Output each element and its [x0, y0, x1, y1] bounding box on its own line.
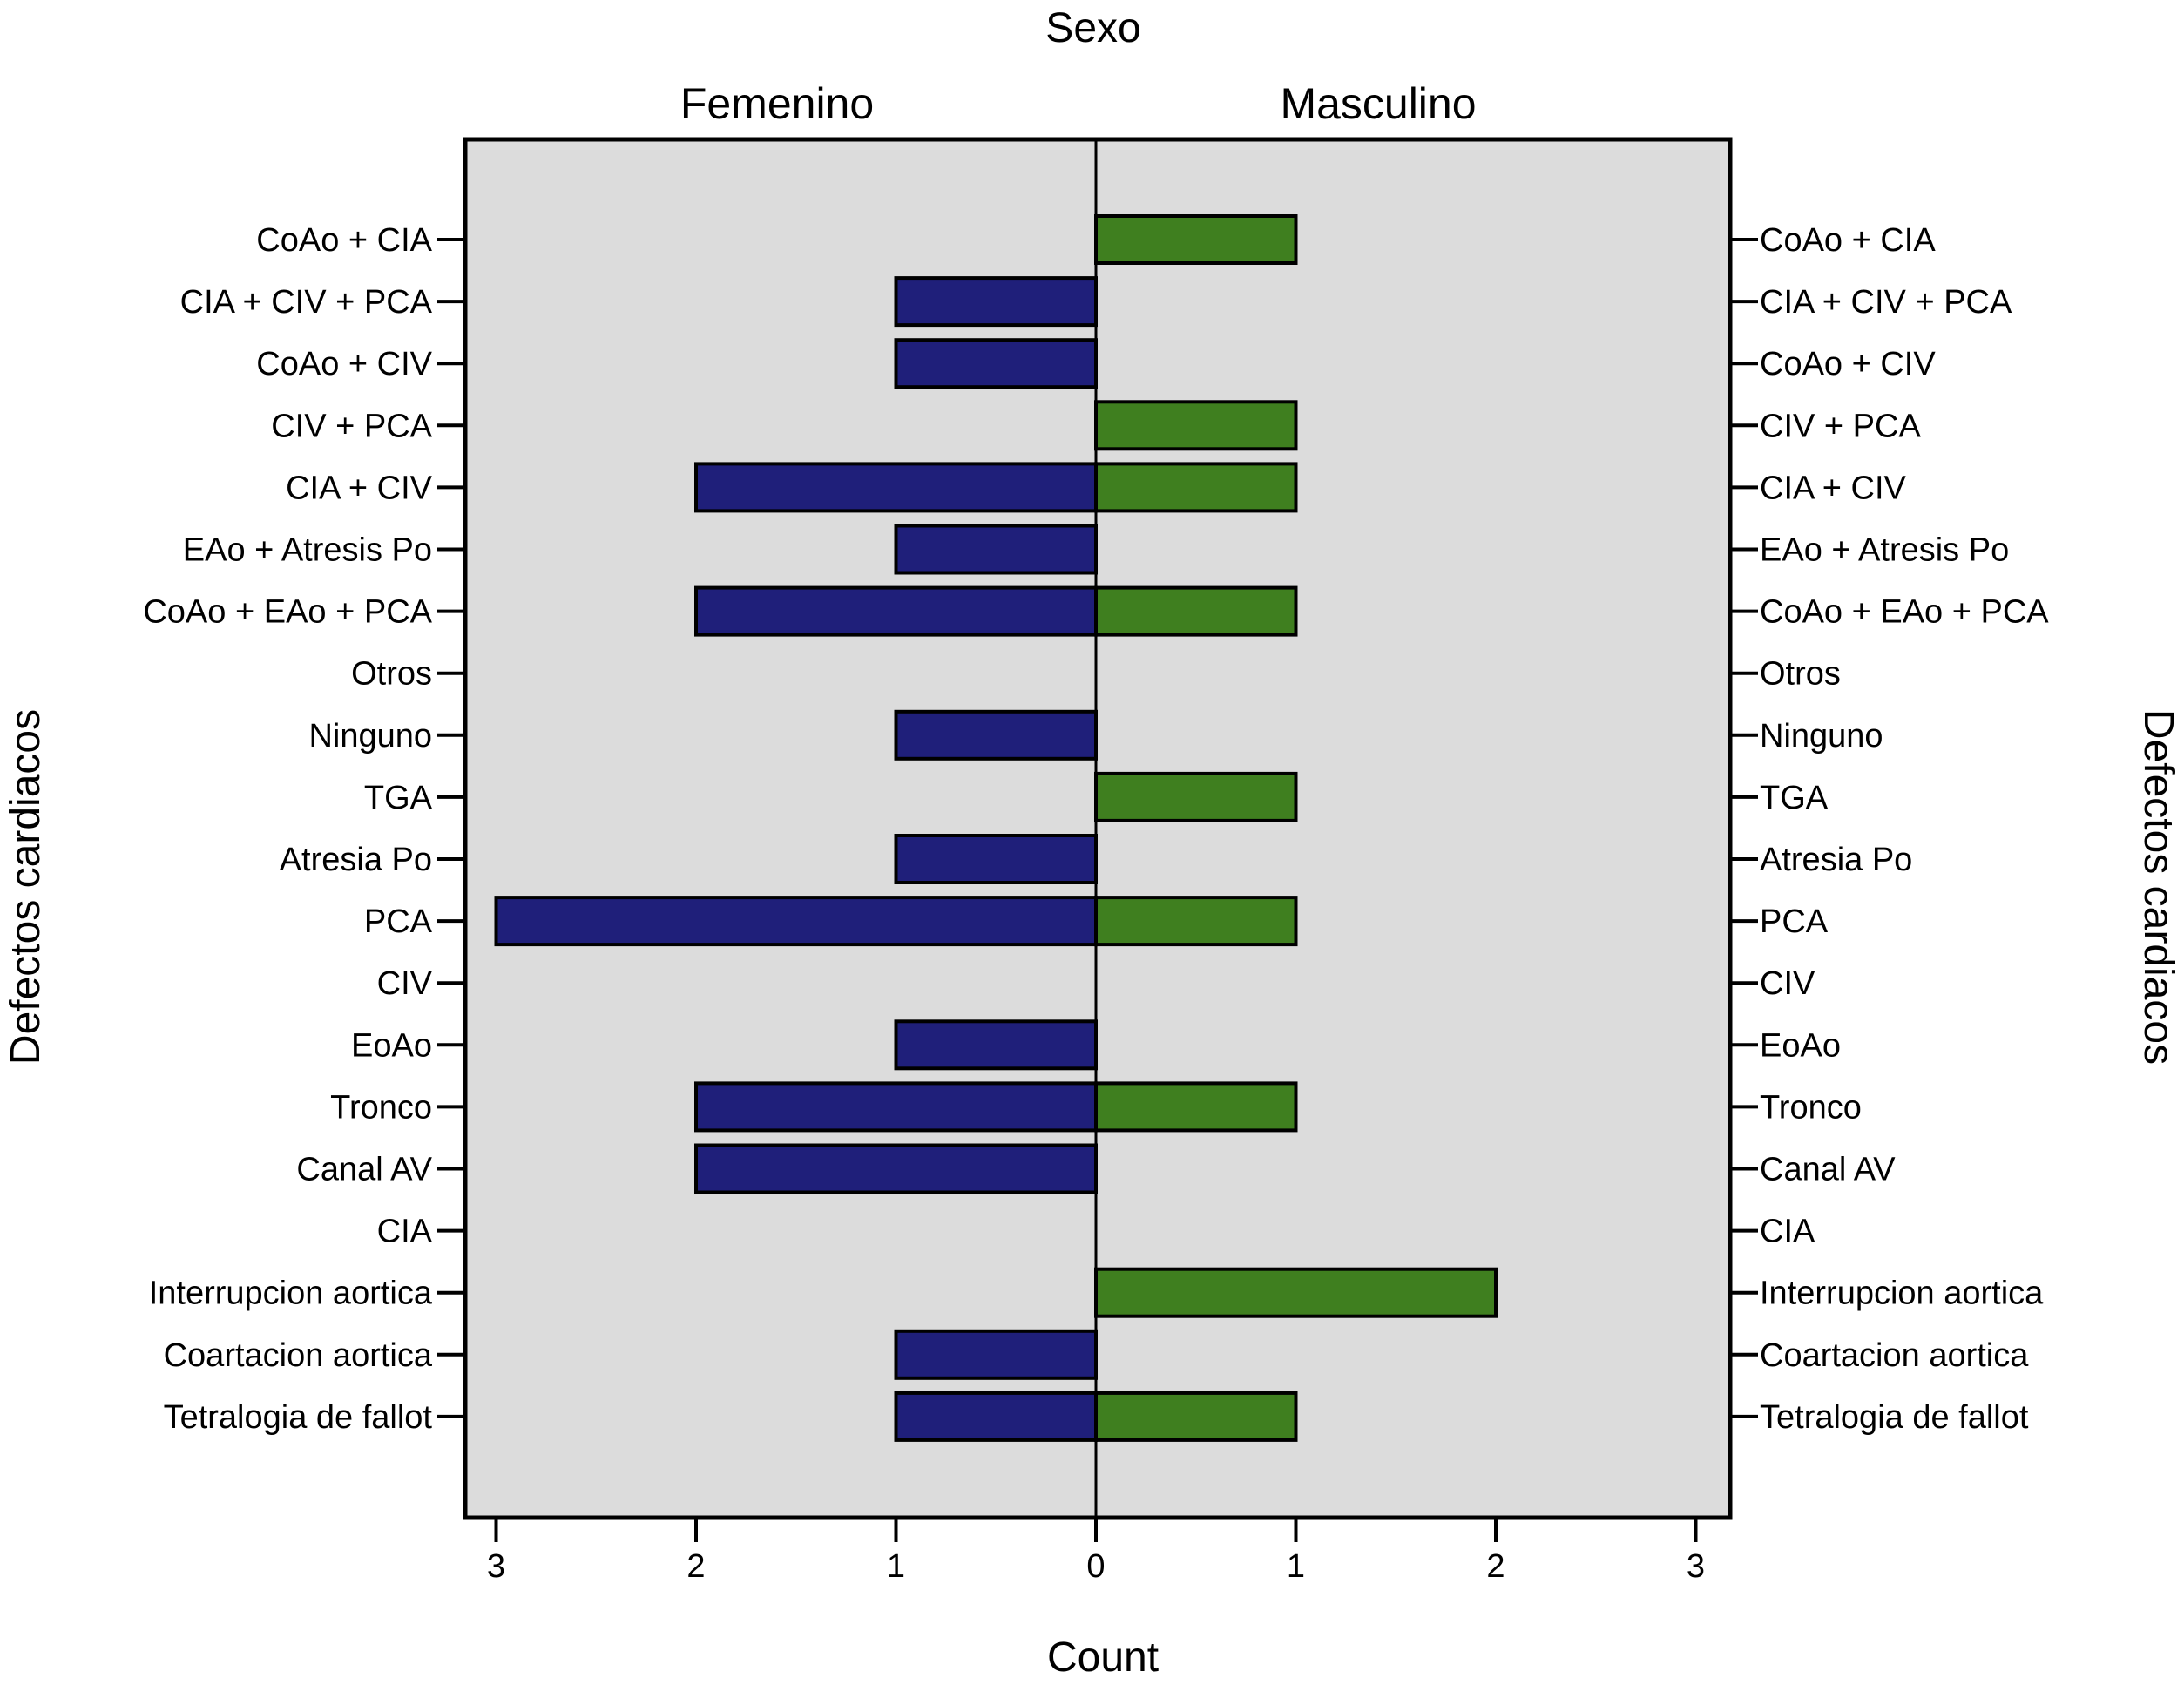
bar-femenino-pca: [494, 896, 1098, 947]
x-tick-label: 2: [686, 1548, 705, 1585]
x-tick-label: 3: [1687, 1548, 1705, 1585]
bar-femenino-atresia-po: [894, 834, 1098, 884]
right-category-label: Atresia Po: [1760, 842, 1912, 878]
bar-femenino-cia-civ-pca: [894, 276, 1098, 328]
left-category-label: CoAo + EAo + PCA: [143, 594, 432, 631]
right-category-label: EAo + Atresis Po: [1760, 532, 2009, 569]
right-category-axis: CoAo + CIA CIA + CIV + PCA CoAo + CIV CIV +…: [1730, 222, 2049, 1436]
bar-femenino-coao-civ: [894, 338, 1098, 389]
x-tick-label: 1: [887, 1548, 905, 1585]
left-category-label: TGA: [364, 780, 433, 816]
bar-femenino-coartacion-aortica: [894, 1329, 1098, 1380]
bar-masculino-coao-eao-pca: [1094, 585, 1298, 637]
bar-masculino-tronco: [1094, 1081, 1298, 1133]
right-category-label: CIA + CIV: [1760, 470, 1907, 506]
right-category-label: Otros: [1760, 656, 1841, 693]
right-category-label: CIA: [1760, 1214, 1815, 1250]
left-category-label: CIV: [377, 965, 433, 1002]
right-category-label: CIA + CIV + PCA: [1760, 284, 2012, 321]
x-axis-label: Count: [1047, 1634, 1159, 1681]
bar-femenino-cia-civ: [694, 462, 1098, 513]
right-category-label: CoAo + EAo + PCA: [1760, 594, 2049, 631]
bar-masculino-tga: [1094, 771, 1298, 822]
right-category-label: EoAo: [1760, 1027, 1841, 1064]
right-category-label: Tetralogia de fallot: [1760, 1399, 2029, 1436]
left-category-label: Coartacion aortica: [164, 1337, 433, 1374]
right-category-label: Coartacion aortica: [1760, 1337, 2029, 1374]
x-tick-label: 1: [1287, 1548, 1305, 1585]
right-category-label: Tronco: [1760, 1089, 1862, 1126]
left-category-label: Atresia Po: [280, 842, 432, 878]
x-tick-label: 2: [1486, 1548, 1504, 1585]
bar-femenino-coao-eao-pca: [694, 585, 1098, 637]
right-category-label: PCA: [1760, 903, 1829, 940]
right-category-label: TGA: [1760, 780, 1829, 816]
left-category-label: CIA + CIV + PCA: [180, 284, 433, 321]
panel-label-femenino: Femenino: [680, 79, 874, 128]
bar-masculino-interrupcion-aortica: [1094, 1267, 1498, 1318]
left-category-label: Canal AV: [296, 1152, 432, 1188]
panel-label-masculino: Masculino: [1280, 79, 1476, 128]
bars-layer: [494, 214, 1498, 1442]
bar-masculino-cia-civ: [1094, 462, 1298, 513]
bar-masculino-pca: [1094, 896, 1298, 947]
left-category-label: CoAo + CIA: [256, 222, 432, 259]
left-category-label: CIA + CIV: [286, 470, 433, 506]
bar-femenino-tronco: [694, 1081, 1098, 1133]
left-category-label: Interrupcion aortica: [149, 1276, 433, 1312]
bar-femenino-canal-av: [694, 1143, 1098, 1194]
x-axis: 3 2 1 0 1 2 3: [487, 1516, 1705, 1585]
right-category-label: CoAo + CIV: [1760, 346, 1936, 382]
bar-masculino-coao-cia: [1094, 214, 1298, 265]
left-category-label: EAo + Atresis Po: [183, 532, 432, 569]
bar-masculino-tetralogia-de-fallot: [1094, 1391, 1298, 1442]
left-category-label: Tetralogia de fallot: [164, 1399, 433, 1436]
chart-title: Sexo: [1045, 5, 1140, 51]
left-category-label: Otros: [351, 656, 432, 693]
x-tick-label: 3: [487, 1548, 505, 1585]
bar-femenino-tetralogia-de-fallot: [894, 1391, 1098, 1442]
left-category-label: Tronco: [330, 1089, 432, 1126]
left-category-label: PCA: [364, 903, 433, 940]
y-axis-label-right: Defectos cardiacos: [2135, 709, 2181, 1065]
right-category-label: CIV: [1760, 965, 1815, 1002]
left-category-label: CIA: [377, 1214, 433, 1250]
x-tick-label: 0: [1086, 1548, 1105, 1585]
bar-femenino-eao-atresis-po: [894, 524, 1098, 575]
bar-femenino-eoao: [894, 1019, 1098, 1071]
bar-femenino-ninguno: [894, 709, 1098, 761]
right-category-label: CoAo + CIA: [1760, 222, 1936, 259]
left-category-label: CoAo + CIV: [256, 346, 432, 382]
bar-masculino-civ-pca: [1094, 400, 1298, 451]
y-axis-label-left: Defectos cardiacos: [3, 709, 49, 1065]
right-category-label: Interrupcion aortica: [1760, 1276, 2044, 1312]
left-category-label: CIV + PCA: [271, 408, 432, 444]
right-category-label: Canal AV: [1760, 1152, 1896, 1188]
left-category-axis: CoAo + CIA CIA + CIV + PCA CoAo + CIV CIV +…: [143, 222, 465, 1436]
right-category-label: CIV + PCA: [1760, 408, 1921, 444]
right-category-label: Ninguno: [1760, 718, 1883, 755]
left-category-label: EoAo: [351, 1027, 432, 1064]
left-category-label: Ninguno: [308, 718, 432, 755]
